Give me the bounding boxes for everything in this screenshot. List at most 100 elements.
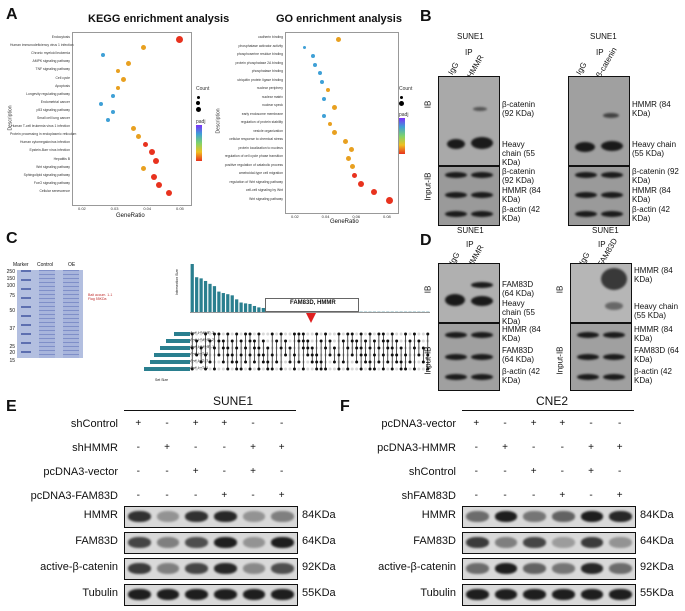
d-right-input-label-2: FAM83D (64 KDa) xyxy=(634,346,679,364)
matrix-dot xyxy=(417,332,421,336)
b-right-input-label-3: β-actin (42 KDa) xyxy=(632,205,670,223)
e-sign: - xyxy=(279,418,284,429)
matrix-dot xyxy=(266,339,270,343)
go-dot xyxy=(325,88,330,92)
b-left-cell: SUNE1 xyxy=(457,32,484,41)
matrix-dot xyxy=(221,332,225,336)
f-band xyxy=(494,589,518,600)
b-left-ip-label-2: Heavy chain (55 KDa) xyxy=(502,140,535,167)
f-kda-label: 55KDa xyxy=(640,587,674,599)
f-band xyxy=(552,537,575,548)
b-left-input-label-2: HMMR (84 KDa) xyxy=(502,186,541,204)
go-dot xyxy=(331,130,337,135)
e-sign: + xyxy=(221,418,228,429)
panel-letter-d: D xyxy=(420,232,432,249)
e-kda-label: 84KDa xyxy=(302,509,336,521)
f-band xyxy=(580,563,604,574)
go-dot xyxy=(342,138,348,144)
upset-bar xyxy=(261,307,265,312)
kegg-term-label: Small cell lung cancer xyxy=(37,116,70,120)
c-highlight-arrow xyxy=(306,313,316,323)
matrix-dot xyxy=(350,367,354,371)
c-set-label: Anti-HMMR-1 xyxy=(190,344,215,349)
c-gel-label-marker: Marker xyxy=(13,262,29,268)
matrix-dot xyxy=(306,332,310,336)
kegg-term-label: TNF signaling pathway xyxy=(35,67,71,72)
b-left-input-label-3: β-actin (42 KDa) xyxy=(502,205,540,223)
upset-bar xyxy=(221,293,225,312)
matrix-dot xyxy=(417,360,421,364)
b-right-ip-blot xyxy=(568,76,630,166)
e-row-label: HMMR xyxy=(83,509,118,521)
kegg-term-label: AMPK signaling pathway xyxy=(32,59,70,64)
f-sign: + xyxy=(559,490,566,501)
go-term-label: nuclear matrix xyxy=(261,94,283,99)
matrix-dot xyxy=(221,367,225,371)
go-term-label: nuclear speck xyxy=(262,103,283,107)
matrix-dot xyxy=(421,367,425,371)
kegg-dot xyxy=(136,133,141,139)
matrix-dot xyxy=(261,367,265,371)
c-set-label: Anti-IgG-1 xyxy=(190,365,209,370)
upset-bar xyxy=(199,278,203,312)
go-title: GO enrichment analysis xyxy=(276,13,402,25)
kegg-term-label: Apoptosis xyxy=(55,83,70,88)
matrix-dot xyxy=(244,367,248,371)
d-left-input-ib: Input-IB xyxy=(423,346,433,375)
f-condition-label: pcDNA3-vector xyxy=(381,418,456,430)
go-term-label: protein localization to nucleus xyxy=(238,145,283,150)
f-band xyxy=(466,563,489,574)
e-sign: - xyxy=(136,490,140,501)
e-sign: - xyxy=(222,466,226,477)
matrix-dot xyxy=(310,332,314,336)
go-xtick: 0.08 xyxy=(383,214,391,219)
e-sign: - xyxy=(165,466,169,477)
kegg-term-label: Human T-cell leukemia virus 1 infection xyxy=(11,124,70,129)
e-sign: - xyxy=(165,490,169,501)
b-right-lane-1: IgG xyxy=(574,60,589,77)
kegg-term-label: Human immunodeficiency virus 1 infection xyxy=(10,43,74,48)
f-band xyxy=(466,589,489,600)
matrix-dot xyxy=(408,367,412,371)
matrix-dot xyxy=(332,339,336,343)
c-mw-label: 75 xyxy=(9,293,15,299)
go-colorbar xyxy=(399,118,405,154)
matrix-dot xyxy=(328,360,332,364)
upset-bar xyxy=(203,280,208,312)
matrix-dot xyxy=(288,367,292,371)
matrix-dot xyxy=(230,332,234,336)
go-term-label: early endosome membrane xyxy=(241,111,283,116)
kegg-term-label: Cell cycle xyxy=(55,75,70,80)
f-row-label: Tubulin xyxy=(420,587,456,599)
upset-bar xyxy=(243,303,248,312)
b-left-input-ib: Input-IB xyxy=(423,172,433,201)
c-mw-label: 20 xyxy=(9,350,15,356)
c-upset-bars xyxy=(190,258,430,314)
matrix-dot xyxy=(364,332,368,336)
kegg-plot xyxy=(72,32,192,206)
c-set-size-bars xyxy=(140,330,190,372)
go-dot xyxy=(322,96,327,101)
matrix-dot xyxy=(386,367,390,371)
b-left-ip: IP xyxy=(465,48,473,57)
f-band xyxy=(466,537,489,548)
upset-bar xyxy=(226,294,230,312)
f-condition-label: shControl xyxy=(408,466,456,478)
matrix-dot xyxy=(195,367,199,371)
f-kda-label: 84KDa xyxy=(640,509,674,521)
matrix-dot xyxy=(395,332,399,336)
upset-bar xyxy=(252,305,257,312)
go-dot xyxy=(310,54,315,58)
matrix-dot xyxy=(275,332,279,336)
go-dot xyxy=(318,71,323,75)
matrix-dot xyxy=(266,332,270,336)
d-left-cell: SUNE1 xyxy=(457,226,484,235)
f-sign: - xyxy=(531,442,536,453)
e-band xyxy=(128,589,151,600)
go-term-label: phosphatase activator activity xyxy=(238,43,283,48)
e-sign: + xyxy=(221,490,228,501)
e-sign: + xyxy=(278,442,285,453)
go-term-label: regulation of Wnt signaling pathway xyxy=(229,179,283,184)
kegg-dot xyxy=(176,35,183,43)
go-term-label: vesicle organization xyxy=(253,128,283,133)
